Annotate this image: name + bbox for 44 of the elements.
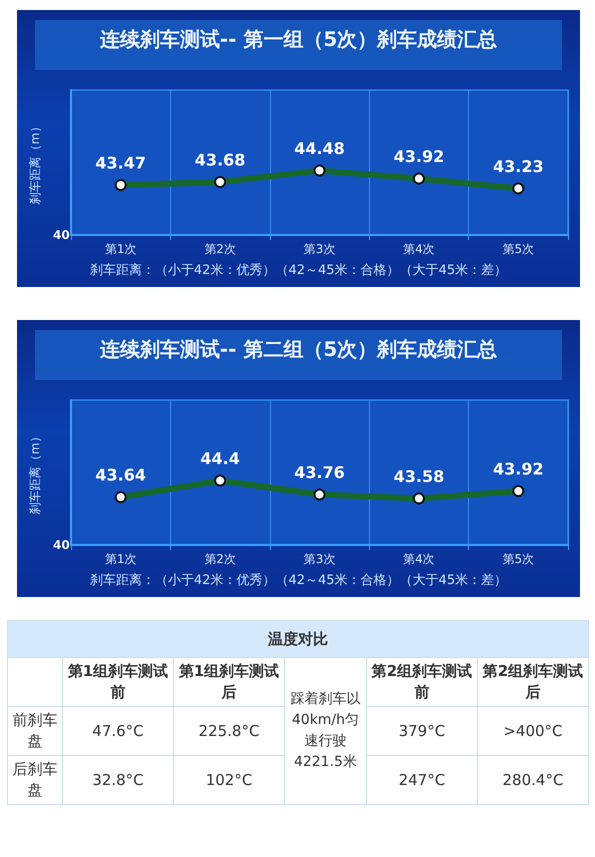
x-tick-label: 第5次 <box>502 242 534 256</box>
text: 40 <box>53 228 70 242</box>
category-label: 第1组刹车测试前 <box>62 658 174 706</box>
category-label: 第2组刹车测试前 <box>366 658 478 706</box>
text: 47.6°C <box>92 722 144 740</box>
data-label: 43.47 <box>95 154 146 173</box>
y-axis-title: 刹车距离（m） <box>28 430 42 514</box>
data-label: 43.92 <box>492 460 544 479</box>
x-tick-label: 第2次 <box>204 552 236 566</box>
x-tick-label: 第2次 <box>204 242 236 256</box>
text: 踩着刹车以40km/h匀速行驶4221.5米 <box>284 658 366 804</box>
x-tick-label: 第3次 <box>304 242 336 256</box>
data-label: 44.48 <box>294 139 345 158</box>
chart-title: 连续刹车测试-- 第一组（5次）刹车成绩汇总 <box>98 27 498 51</box>
text: 40 <box>53 538 70 552</box>
data-label: 43.76 <box>294 463 345 482</box>
x-tick-label: 第3次 <box>304 552 336 566</box>
text: 32.8°C <box>92 770 144 788</box>
data-label: 44.4 <box>200 449 240 468</box>
x-tick-label: 第4次 <box>403 242 435 256</box>
data-label: 43.58 <box>394 466 444 486</box>
text: >400°C <box>503 722 563 740</box>
data-label: 43.92 <box>394 147 444 166</box>
data-label: 43.64 <box>95 466 146 485</box>
x-tick-label: 第5次 <box>502 552 534 566</box>
data-label: 43.68 <box>194 150 246 170</box>
x-tick-label: 第1次 <box>104 242 137 256</box>
text: 379°C <box>398 722 446 740</box>
x-tick-label: 第1次 <box>104 552 137 566</box>
text: 刹车距离：（小于42米：优秀）（42～45米：合格）（大于45米：差） <box>90 572 508 588</box>
text: 247°C <box>398 770 446 788</box>
chart-title: 连续刹车测试-- 第二组（5次）刹车成绩汇总 <box>98 337 498 361</box>
category-label: 第1组刹车测试后 <box>173 658 285 706</box>
x-tick-label: 第4次 <box>403 552 435 566</box>
category-label: 第2组刹车测试后 <box>477 658 588 706</box>
data-label: 43.23 <box>492 156 544 176</box>
text: 刹车距离：（小于42米：优秀）（42～45米：合格）（大于45米：差） <box>90 262 508 278</box>
y-axis-title: 刹车距离（m） <box>28 120 42 204</box>
text: 102°C <box>206 770 252 788</box>
text: 225.8°C <box>198 722 260 740</box>
text: 280.4°C <box>502 770 564 788</box>
category-label: 前刹车盘 <box>12 711 58 750</box>
text: 温度对比 <box>8 620 588 658</box>
category-label: 后刹车盘 <box>12 760 58 799</box>
